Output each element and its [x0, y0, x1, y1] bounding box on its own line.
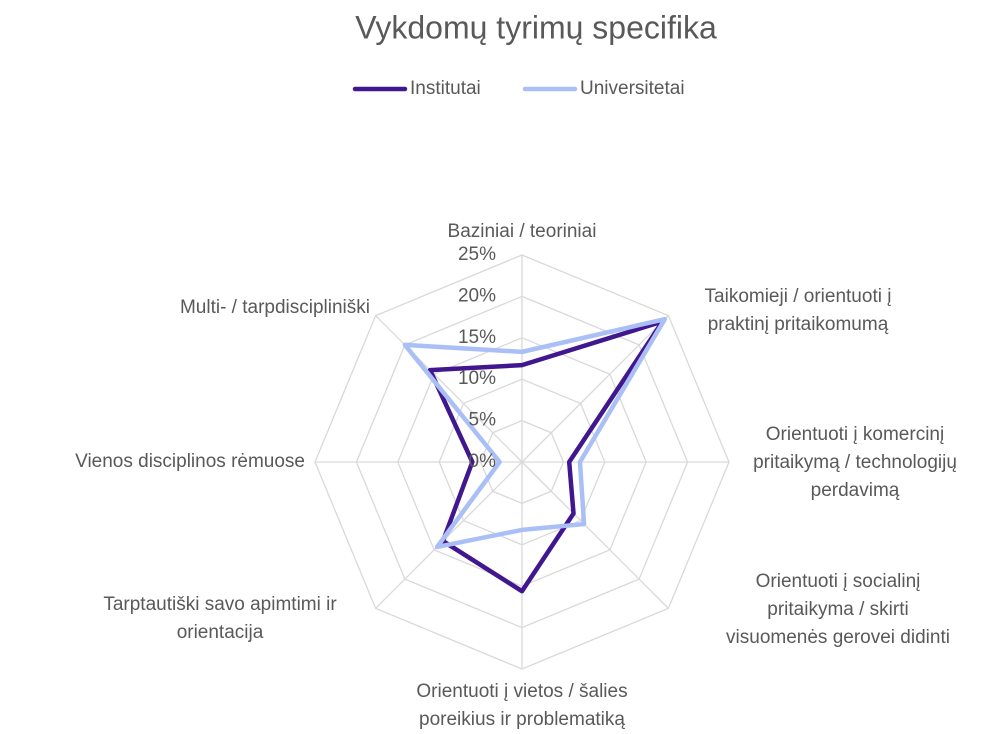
- y-tick-label: 0%: [469, 451, 497, 472]
- spoke: [521, 461, 669, 609]
- chart-title: Vykdomų tyrimų specifika: [355, 9, 717, 45]
- y-tick-label: 25%: [458, 244, 496, 265]
- category-label: Baziniai / teoriniai: [448, 221, 597, 242]
- category-label: Vienos disciplinos rėmuose: [75, 451, 305, 472]
- y-tick-label: 15%: [458, 327, 496, 348]
- series-line: [402, 316, 668, 550]
- legend-label: Institutai: [410, 78, 481, 99]
- category-label: Multi- / tarpdiscipliniški: [180, 297, 370, 318]
- spoke: [375, 461, 523, 609]
- category-label: Orientuoti į socialinį pritaikyma / skirt…: [726, 571, 950, 648]
- legend-label: Universitetai: [580, 78, 685, 99]
- spoke: [521, 315, 669, 463]
- spoke: [375, 315, 523, 463]
- y-tick-label: 5%: [469, 410, 497, 431]
- category-label: Taikomieji / orientuoti į praktinį pritai…: [705, 286, 892, 335]
- series-line: [427, 319, 665, 594]
- y-tick-label: 20%: [458, 285, 496, 306]
- y-tick-label: 10%: [458, 368, 496, 389]
- category-label: Orientuoti į vietos / šalies poreikius ir…: [416, 681, 627, 730]
- category-label: Orientuoti į komercinį pritaikymą / techn…: [753, 424, 957, 501]
- category-label: Tarptautiški savo apimtimi ir orientacija: [103, 594, 337, 643]
